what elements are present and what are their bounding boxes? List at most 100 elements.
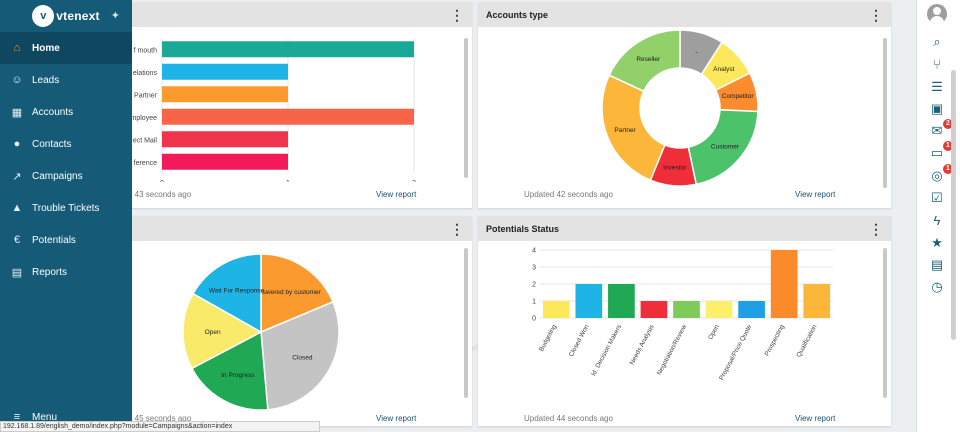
sidebar-item-accounts[interactable]: ▦ Accounts — [0, 96, 132, 128]
sidebar-item-home[interactable]: ⌂ Home — [0, 32, 132, 64]
rail-glyph: ▣ — [930, 101, 944, 116]
view-report-link[interactable]: View report — [795, 414, 836, 423]
sidebar-item-potentials[interactable]: € Potentials — [0, 224, 132, 256]
bar[interactable] — [162, 153, 288, 170]
sidebar-item-label: Accounts — [32, 106, 74, 118]
ticket-status-widget: ⋮ Answered by customer Closed In Progress O… — [124, 216, 472, 426]
menu-button[interactable]: ≡ Menu — [0, 408, 132, 426]
calendar-icon[interactable]: ▣ — [927, 101, 947, 117]
bar[interactable] — [770, 250, 798, 318]
pie-slice[interactable] — [608, 29, 681, 93]
fork-icon[interactable]: ⑂ — [927, 56, 947, 72]
lead-source-chart: f mouth elations Partner mployee ect Mail fer… — [131, 38, 416, 182]
sidebar-item-label: Potentials — [32, 234, 76, 246]
category-label: Negotiation/Review — [656, 323, 689, 376]
slice-label: Analyst — [713, 66, 735, 73]
pie-slice[interactable] — [182, 292, 263, 370]
category-label: Prospecting — [764, 323, 786, 357]
rail-glyph: ▭ — [930, 145, 944, 160]
bar[interactable] — [640, 301, 668, 318]
widget-scrollbar[interactable] — [883, 248, 887, 398]
trending-icon: ↗ — [12, 170, 22, 183]
view-report-link[interactable]: View report — [376, 190, 417, 199]
bar[interactable] — [738, 301, 765, 318]
rail-glyph: ☰ — [931, 79, 943, 94]
category-label: Id. Decision Makers — [590, 323, 623, 377]
tick-label: 0 — [160, 180, 164, 182]
bar[interactable] — [162, 86, 288, 103]
bar[interactable] — [673, 301, 700, 318]
tick-label: 2 — [532, 282, 536, 289]
category-label: f mouth — [134, 47, 157, 54]
widget-scrollbar[interactable] — [464, 38, 468, 178]
sidebar-item-reports[interactable]: ▤ Reports — [0, 256, 132, 288]
widget-header: ⋮ — [124, 216, 472, 241]
globe-icon[interactable]: ◎ 1 — [927, 164, 953, 184]
pie-slice[interactable] — [190, 330, 269, 411]
tick-label: 3 — [532, 265, 536, 272]
widget-header: Accounts type ⋮ — [478, 2, 891, 27]
sidebar-item-label: Campaigns — [32, 170, 83, 182]
more-options-icon[interactable]: ⋮ — [869, 6, 883, 23]
building-icon: ▦ — [11, 106, 23, 119]
mail-icon[interactable]: ✉ 2 — [927, 119, 953, 139]
bar[interactable] — [803, 284, 831, 318]
hamburger-icon: ≡ — [13, 411, 21, 423]
view-report-link[interactable]: View report — [795, 190, 836, 199]
avatar-image — [927, 4, 947, 24]
pin-icon[interactable]: ✦ — [110, 10, 120, 22]
rail-glyph: ✉ — [931, 123, 943, 138]
document-icon[interactable]: ▤ — [927, 257, 947, 273]
bar[interactable] — [162, 41, 414, 58]
category-label: elations — [133, 70, 158, 77]
page-scrollbar[interactable] — [951, 70, 956, 340]
bar[interactable] — [162, 108, 414, 125]
logo[interactable]: v vtenext ✦ — [0, 0, 132, 32]
star-icon[interactable]: ★ — [927, 235, 947, 251]
view-report-link[interactable]: View report — [376, 414, 417, 423]
bar[interactable] — [542, 301, 570, 318]
sidebar-item-contacts[interactable]: ● Contacts — [0, 128, 132, 160]
widget-title: Accounts type — [486, 9, 549, 20]
pie-slice[interactable] — [260, 300, 340, 411]
sidebar-nav: ⌂ Home ☺ Leads ▦ Accounts ● Contacts ↗ Campaigns ▲… — [0, 32, 132, 288]
category-label: Needs Analysis — [629, 323, 656, 366]
widget-scrollbar[interactable] — [464, 248, 468, 398]
widget-scrollbar[interactable] — [883, 38, 887, 188]
category-label: mployee — [131, 115, 158, 122]
bar[interactable] — [575, 284, 603, 318]
sidebar-item-trouble-tickets[interactable]: ▲ Trouble Tickets — [0, 192, 132, 224]
sidebar-item-campaigns[interactable]: ↗ Campaigns — [0, 160, 132, 192]
search-icon[interactable]: ⌕ — [927, 34, 947, 50]
bar[interactable] — [162, 63, 288, 80]
euro-icon: € — [13, 234, 21, 246]
category-label: Closed Won — [568, 323, 591, 358]
avatar[interactable] — [927, 4, 947, 24]
bar[interactable] — [162, 131, 288, 148]
pie-slice[interactable] — [260, 253, 334, 334]
pie-slice[interactable] — [601, 74, 666, 182]
rail-glyph: ★ — [931, 235, 943, 250]
slice-label: Closed — [292, 354, 313, 361]
bar[interactable] — [608, 284, 635, 318]
chat-icon[interactable]: ▭ 1 — [927, 141, 953, 161]
more-options-icon[interactable]: ⋮ — [450, 220, 464, 237]
potentials-status-widget: Potentials Status ⋮ 0 1 2 3 4 Budgeting Closed… — [478, 216, 891, 426]
notification-badge: 1 — [943, 141, 953, 151]
bolt-icon[interactable]: ϟ — [927, 212, 947, 228]
more-options-icon[interactable]: ⋮ — [869, 220, 883, 237]
sidebar-item-label: Trouble Tickets — [32, 202, 100, 214]
timer-icon[interactable]: ◷ — [927, 279, 947, 295]
rail-glyph: ▤ — [930, 257, 944, 272]
rail-glyph: ☑ — [931, 190, 943, 205]
list-icon[interactable]: ☰ — [927, 79, 947, 95]
tick-label: 0 — [532, 316, 536, 323]
slice-label: Partner — [614, 127, 636, 134]
sidebar-item-leads[interactable]: ☺ Leads — [0, 64, 132, 96]
accounts-type-chart: - Analyst Competitor Customer Investor Partne… — [601, 29, 759, 187]
updated-time: d 45 seconds ago — [128, 414, 192, 423]
more-options-icon[interactable]: ⋮ — [450, 6, 464, 23]
pie-slice[interactable] — [192, 253, 262, 334]
clipboard-check-icon[interactable]: ☑ — [927, 190, 947, 206]
bar[interactable] — [705, 301, 733, 318]
